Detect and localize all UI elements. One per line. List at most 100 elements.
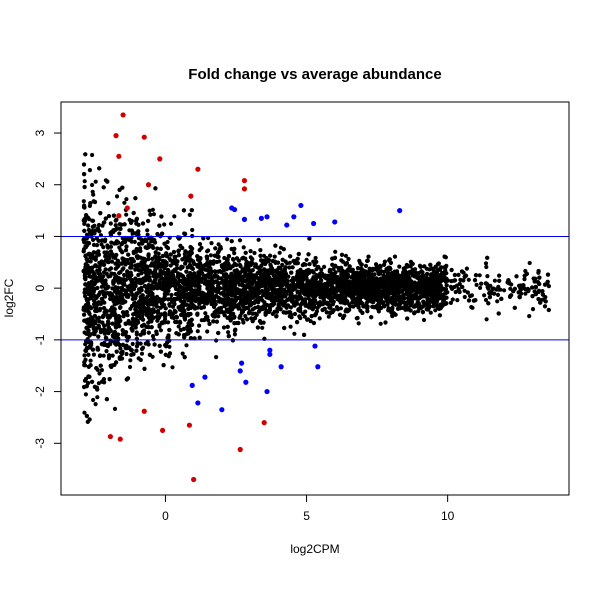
data-point xyxy=(462,274,467,279)
data-point xyxy=(462,294,467,300)
data-point xyxy=(124,311,129,316)
data-point xyxy=(465,290,470,295)
data-point xyxy=(211,261,216,266)
data-point xyxy=(214,338,219,343)
data-point xyxy=(302,262,307,267)
data-point xyxy=(303,309,308,314)
data-point xyxy=(389,296,394,301)
data-point xyxy=(99,368,104,373)
data-point xyxy=(405,316,410,321)
data-point xyxy=(487,295,492,300)
data-point xyxy=(142,366,147,371)
data-point xyxy=(546,284,552,289)
data-point xyxy=(134,330,139,335)
data-point xyxy=(123,345,128,351)
data-point xyxy=(181,208,186,213)
data-point xyxy=(483,297,489,303)
data-point xyxy=(268,262,273,267)
data-point xyxy=(114,360,119,365)
data-point xyxy=(457,281,462,287)
data-point xyxy=(146,218,151,224)
data-point xyxy=(157,223,162,228)
data-point xyxy=(203,311,208,316)
data-point xyxy=(140,241,145,246)
data-point xyxy=(128,306,133,311)
data-point xyxy=(207,321,212,326)
data-point xyxy=(238,293,244,298)
data-point xyxy=(148,212,153,217)
data-point xyxy=(527,260,532,266)
data-point xyxy=(133,263,138,268)
data-point xyxy=(114,194,120,199)
data-point xyxy=(124,377,129,382)
data-point xyxy=(117,270,122,276)
data-point xyxy=(162,302,167,308)
data-point xyxy=(198,256,203,261)
data-point xyxy=(102,250,107,255)
data-point xyxy=(138,341,143,346)
data-point xyxy=(112,406,118,411)
data-point xyxy=(82,184,87,190)
data-point xyxy=(82,221,87,226)
data-point xyxy=(258,248,263,253)
data-point xyxy=(90,218,95,223)
data-point xyxy=(497,273,502,278)
data-point xyxy=(238,270,243,276)
data-point xyxy=(320,295,325,300)
data-point xyxy=(136,222,141,227)
data-point xyxy=(265,303,270,308)
data-point xyxy=(397,264,402,269)
data-point xyxy=(248,271,253,276)
data-point xyxy=(288,305,293,310)
data-point xyxy=(92,313,97,318)
data-point xyxy=(356,305,361,310)
data-point xyxy=(290,299,295,304)
data-point xyxy=(129,219,134,224)
data-point xyxy=(433,264,438,269)
data-point xyxy=(176,291,181,297)
data-point xyxy=(322,264,327,269)
data-point xyxy=(161,363,166,368)
data-point xyxy=(378,321,383,326)
data-point xyxy=(124,212,129,217)
data-point xyxy=(145,232,150,237)
data-point xyxy=(127,364,133,370)
data-point xyxy=(408,259,413,264)
data-point xyxy=(163,289,168,294)
data-point xyxy=(296,251,301,257)
data-point xyxy=(222,301,227,306)
data-point xyxy=(469,305,474,310)
data-point xyxy=(484,264,489,270)
data-point xyxy=(318,300,323,305)
data-point xyxy=(145,228,150,233)
data-point xyxy=(297,290,302,295)
data-point xyxy=(259,258,264,263)
data-point xyxy=(543,299,548,304)
data-point xyxy=(136,272,141,278)
data-point xyxy=(140,293,145,298)
data-point xyxy=(428,310,433,315)
data-point xyxy=(478,285,483,290)
data-point xyxy=(145,339,150,344)
data-point xyxy=(184,343,189,348)
data-point xyxy=(195,329,200,334)
data-point xyxy=(225,324,230,329)
data-point xyxy=(262,300,267,305)
data-point xyxy=(92,199,98,205)
data-point xyxy=(344,261,349,266)
data-point xyxy=(104,271,109,276)
data-point xyxy=(186,321,191,326)
data-point xyxy=(324,310,329,315)
data-point xyxy=(300,290,306,295)
data-point xyxy=(455,298,460,303)
data-point xyxy=(95,345,100,350)
data-point xyxy=(343,253,348,258)
data-point xyxy=(304,257,309,262)
data-point xyxy=(253,262,258,267)
data-point xyxy=(165,246,171,251)
data-point xyxy=(229,239,234,244)
data-point xyxy=(101,377,106,382)
data-point xyxy=(151,212,156,217)
data-point xyxy=(90,152,95,158)
